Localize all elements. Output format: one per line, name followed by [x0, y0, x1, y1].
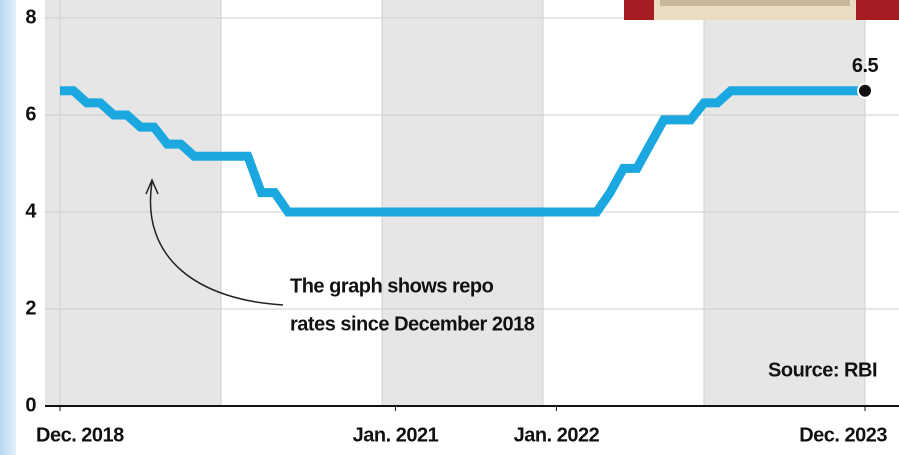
x-tick-label: Jan. 2021 — [353, 424, 439, 446]
band — [45, 0, 60, 406]
corner-photo — [624, 0, 899, 20]
y-tick-label: 4 — [25, 200, 37, 222]
y-tick-label: 2 — [25, 297, 36, 319]
arrow-head — [145, 178, 159, 195]
x-tick-label: Dec. 2018 — [36, 424, 124, 446]
source: Source: RBI — [768, 359, 877, 381]
value-label: 6.5 — [852, 55, 879, 77]
band — [221, 0, 382, 406]
band — [865, 0, 899, 406]
band — [704, 0, 865, 406]
end-dot — [857, 82, 873, 99]
annotation: The graph shows repo — [290, 275, 494, 297]
band — [60, 0, 221, 406]
y-tick-label: 6 — [25, 103, 36, 125]
y-tick-label: 8 — [25, 6, 36, 28]
x-tick-label: Jan. 2022 — [514, 424, 600, 446]
annotation: rates since December 2018 — [290, 313, 535, 335]
y-tick-label: 0 — [25, 394, 36, 416]
band — [382, 0, 543, 406]
x-tick-label: Dec. 2023 — [799, 424, 887, 446]
band — [543, 0, 704, 406]
bands — [45, 0, 899, 406]
side-strip — [0, 0, 16, 455]
annotation-arrow — [149, 181, 284, 306]
line — [60, 86, 865, 217]
